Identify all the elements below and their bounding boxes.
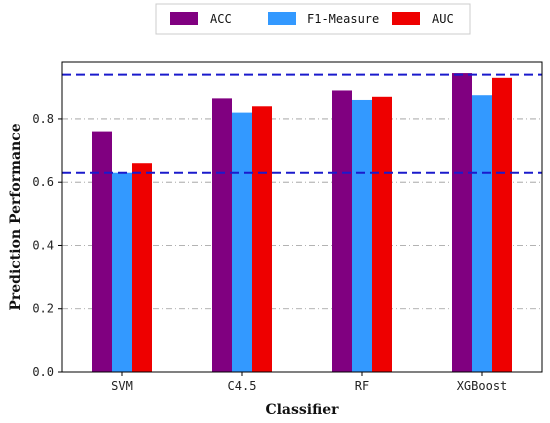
bar-auc-rf <box>372 96 392 372</box>
legend-swatch-acc <box>170 12 198 25</box>
bar-acc-c4.5 <box>212 98 232 372</box>
y-axis-title: Prediction Performance <box>8 123 24 310</box>
legend-label-f1-measure: F1-Measure <box>307 12 379 26</box>
bar-acc-xgboost <box>452 73 472 373</box>
bar-auc-c4.5 <box>252 106 272 373</box>
bars <box>92 73 512 373</box>
y-tick-label: 0.4 <box>32 238 54 252</box>
x-tick-label: SVM <box>111 379 133 393</box>
x-tick-label: C4.5 <box>228 379 257 393</box>
y-tick-label: 0.8 <box>32 112 54 126</box>
bar-acc-rf <box>332 90 352 372</box>
y-tick-label: 0.6 <box>32 175 54 189</box>
y-tick-label: 0.2 <box>32 302 54 316</box>
bar-f1-measure-c4.5 <box>232 112 252 372</box>
bar-f1-measure-svm <box>112 172 132 372</box>
legend-label-auc: AUC <box>432 12 454 26</box>
x-axis-title: Classifier <box>265 402 339 418</box>
x-tick-label: XGBoost <box>457 379 508 393</box>
legend-swatch-f1-measure <box>268 12 296 25</box>
bar-auc-xgboost <box>492 77 512 372</box>
bar-f1-measure-rf <box>352 99 372 373</box>
plot-frame <box>61 61 543 373</box>
y-tick-label: 0.0 <box>32 365 54 379</box>
legend-label-acc: ACC <box>210 12 232 26</box>
legend: ACC F1-Measure AUC <box>155 3 471 35</box>
bar-acc-svm <box>92 131 112 372</box>
legend-swatch-auc <box>392 12 420 25</box>
y-axis-ticks: 0.0 0.2 0.4 0.6 0.8 <box>32 112 62 379</box>
x-axis-ticks: SVM C4.5 RF XGBoost <box>111 372 507 393</box>
bar-auc-svm <box>132 163 152 372</box>
x-tick-label: RF <box>355 379 369 393</box>
bar-f1-measure-xgboost <box>472 95 492 372</box>
reference-lines <box>62 73 542 174</box>
